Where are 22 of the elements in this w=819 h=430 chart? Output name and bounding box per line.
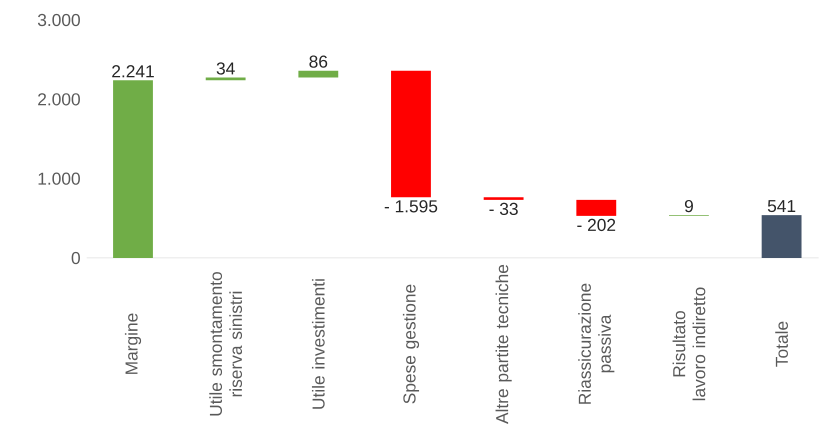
- data-label: 34: [216, 62, 235, 75]
- data-label: 2.241: [112, 65, 154, 78]
- x-tick-label: Utile investimenti: [312, 279, 325, 409]
- y-tick-label: 3.000: [38, 14, 80, 26]
- x-tick-label: Margine: [124, 314, 142, 374]
- y-tick-label: 2.000: [38, 93, 80, 106]
- x-tick-label: Totale: [775, 322, 788, 367]
- bar: [206, 78, 246, 80]
- data-label: 9: [684, 200, 693, 212]
- x-tick-label: Risultato lavoro indiretto: [672, 287, 706, 400]
- data-label: - 1.595: [384, 200, 438, 212]
- x-tick-label: Spese gestione: [402, 284, 420, 404]
- x-tick-label: Riassicurazione passiva: [578, 284, 614, 404]
- data-label: 86: [309, 55, 328, 68]
- y-tick-label: 1.000: [38, 172, 80, 185]
- y-tick-label: 0: [72, 252, 80, 264]
- data-label: - 202: [577, 218, 616, 232]
- x-tick-label: Altre partite tecniche: [496, 264, 512, 424]
- data-label: 541: [768, 200, 796, 212]
- data-label: - 33: [489, 202, 518, 216]
- x-tick-label: Utile smontamento riserva sinistri: [209, 272, 242, 416]
- bar: [484, 197, 524, 200]
